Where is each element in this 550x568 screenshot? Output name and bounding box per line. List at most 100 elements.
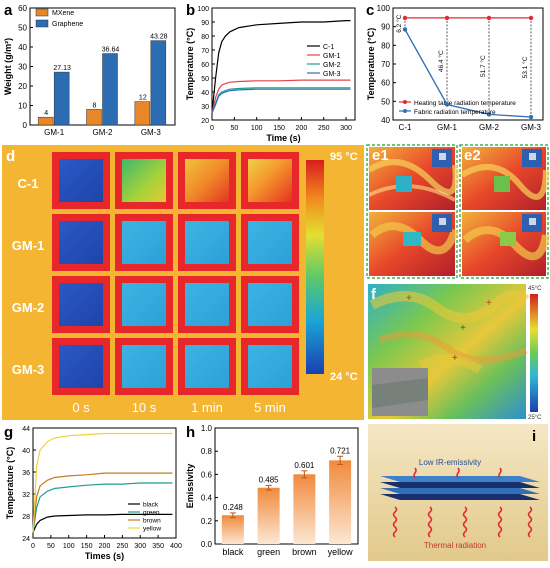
series-line bbox=[404, 29, 532, 118]
y-tick-label: 36 bbox=[22, 470, 30, 477]
bar-value-label: 43.28 bbox=[150, 34, 168, 41]
thermal-sample bbox=[122, 159, 166, 202]
x-tick-label: GM-1 bbox=[44, 128, 65, 137]
legend-label: yellow bbox=[143, 526, 161, 533]
x-axis-label: Times (s) bbox=[85, 551, 124, 561]
small-heat-wave bbox=[456, 467, 460, 479]
y-axis-label: Emissivity bbox=[185, 464, 195, 509]
y-tick-label: 80 bbox=[381, 41, 390, 50]
x-tick-label: 250 bbox=[117, 543, 129, 550]
panel-g: g 24 28 32 36 40 44 0 50 100 150 200 250 300 350 400 Ti… bbox=[4, 424, 182, 561]
thermal-sample bbox=[122, 221, 166, 264]
legend-label: GM-3 bbox=[323, 71, 341, 78]
data-point bbox=[402, 15, 408, 21]
panel-e1-letter: e1 bbox=[372, 147, 389, 164]
x-tick-label: 0 bbox=[31, 543, 35, 550]
small-heat-wave bbox=[498, 467, 502, 479]
panel-f-scale-max: 45°C bbox=[528, 286, 542, 292]
crosshair-marker-2: + bbox=[486, 298, 492, 309]
legend-label: C-1 bbox=[323, 44, 334, 51]
y-axis-label: Temperature (°C) bbox=[366, 28, 376, 100]
row-label: C-1 bbox=[18, 176, 39, 191]
legend-label: Heating table radiation temperature bbox=[414, 100, 516, 107]
thermal-sample bbox=[185, 345, 229, 388]
data-point bbox=[528, 15, 534, 21]
series-line-yellow bbox=[32, 432, 173, 533]
radiation-wave bbox=[427, 506, 433, 538]
small-heat-waves bbox=[413, 467, 502, 479]
crosshair-marker-4: + bbox=[452, 353, 458, 364]
legend-marker bbox=[403, 109, 407, 113]
fabric-layer-stack bbox=[380, 476, 540, 500]
thermal-sample bbox=[185, 283, 229, 326]
thermal-sample bbox=[248, 283, 292, 326]
thermal-sample bbox=[59, 283, 103, 326]
e1-hand-patch bbox=[403, 232, 421, 246]
panel-i-schematic: i Low IR-emissivity Thermal radiation bbox=[368, 424, 548, 561]
thermal-radiation-waves bbox=[392, 506, 533, 538]
legend-label: brown bbox=[143, 518, 161, 525]
bar-mxene bbox=[86, 109, 102, 126]
low-ir-emissivity-label: Low IR-emissivity bbox=[419, 458, 481, 467]
panel-c-plot: 40 50 60 70 80 90 100 Temperature (°C) C-1 GM-1 GM… bbox=[366, 4, 544, 132]
legend-label: GM-1 bbox=[323, 53, 341, 60]
temperature-scale-bar bbox=[306, 160, 324, 374]
scale-min-label: 24 °C bbox=[330, 371, 358, 383]
x-tick-label: black bbox=[222, 547, 244, 557]
panel-g-letter: g bbox=[4, 424, 13, 441]
bar-value-label: 12 bbox=[139, 95, 147, 102]
y-tick-label: 44 bbox=[22, 426, 30, 433]
series-line-black bbox=[32, 513, 173, 533]
y-tick-label: 40 bbox=[381, 116, 390, 125]
y-tick-label: 10 bbox=[18, 102, 27, 111]
thermal-image-grid: C-1 GM-1 GM-2 GM-3 0 s 10 s 1 min 5 min bbox=[12, 152, 299, 415]
bar-value-label: 0.248 bbox=[223, 503, 244, 512]
thermal-radiation-label: Thermal radiation bbox=[424, 541, 486, 550]
x-tick-label: C-1 bbox=[399, 123, 412, 132]
thermal-sample bbox=[59, 221, 103, 264]
y-tick-label: 0 bbox=[23, 121, 28, 130]
y-tick-label: 0.6 bbox=[201, 470, 213, 479]
panel-i-letter: i bbox=[532, 428, 536, 445]
x-tick-label: 200 bbox=[296, 125, 308, 132]
legend-label: Graphene bbox=[52, 21, 83, 28]
panel-e2-letter: e2 bbox=[464, 147, 481, 164]
bar-graphene bbox=[102, 53, 118, 126]
y-tick-label: 0.0 bbox=[201, 540, 213, 549]
legend-label: MXene bbox=[52, 10, 74, 17]
x-tick-label: GM-2 bbox=[479, 123, 500, 132]
y-tick-label: 40 bbox=[22, 448, 30, 455]
thermal-sample bbox=[185, 159, 229, 202]
panel-g-plot: 24 28 32 36 40 44 0 50 100 150 200 250 300 350 400 Time… bbox=[5, 426, 182, 561]
series-line-gm-3 bbox=[211, 88, 351, 114]
thermal-sample bbox=[59, 159, 103, 202]
difference-label: 6.2 °C bbox=[395, 14, 403, 32]
y-tick-label: 50 bbox=[201, 76, 209, 83]
bar-value-label: 4 bbox=[44, 110, 48, 117]
data-point bbox=[402, 27, 408, 32]
panel-e-thermal-photos: e1 e2 bbox=[366, 144, 550, 279]
x-tick-label: 150 bbox=[273, 125, 285, 132]
series-line-green bbox=[32, 482, 173, 533]
legend-label: Fabric radiation temperature bbox=[414, 109, 496, 116]
series-line-brown bbox=[32, 472, 173, 533]
x-tick-label: GM-3 bbox=[521, 123, 542, 132]
bar-mxene bbox=[37, 116, 54, 126]
y-tick-label: 90 bbox=[381, 23, 390, 32]
data-point bbox=[444, 15, 450, 21]
row-label: GM-1 bbox=[12, 238, 45, 253]
radiation-wave bbox=[497, 506, 503, 538]
thermal-sample bbox=[122, 283, 166, 326]
difference-label: 53.1 °C bbox=[521, 56, 529, 78]
x-tick-label: 300 bbox=[134, 543, 146, 550]
x-axis-label: Time (s) bbox=[266, 133, 300, 143]
y-tick-label: 32 bbox=[22, 492, 30, 499]
y-tick-label: 100 bbox=[197, 6, 209, 13]
panel-e1-frame bbox=[366, 144, 458, 279]
y-tick-label: 20 bbox=[18, 82, 27, 91]
x-tick-label: 100 bbox=[251, 125, 263, 132]
thermal-sample bbox=[248, 159, 292, 202]
plot-frame bbox=[214, 427, 359, 545]
time-label: 5 min bbox=[254, 400, 286, 415]
y-tick-label: 40 bbox=[201, 90, 209, 97]
